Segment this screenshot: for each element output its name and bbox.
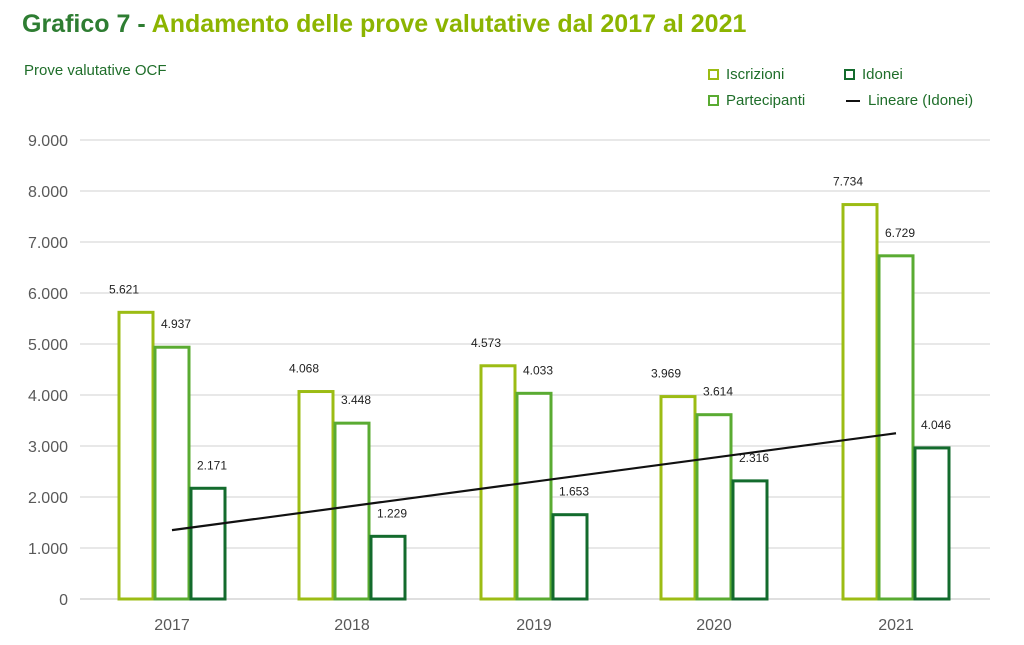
bar-partecipanti-2021	[877, 254, 915, 601]
legend-label-trendline: Lineare (Idonei)	[868, 92, 974, 109]
data-label-partecipanti-2019: 4.033	[523, 363, 553, 377]
y-tick-label: 8.000	[28, 184, 68, 201]
chart-title: Grafico 7 - Andamento delle prove valuta…	[22, 10, 746, 39]
bar-idonei-2020	[731, 479, 769, 601]
y-tick-label: 6.000	[28, 286, 68, 303]
legend-swatch-iscrizioni	[708, 69, 719, 80]
data-label-iscrizioni-2020: 3.969	[651, 367, 681, 381]
x-tick-label: 2019	[516, 617, 552, 634]
data-label-partecipanti-2020: 3.614	[703, 385, 733, 399]
bar-iscrizioni-2017	[117, 310, 155, 601]
y-tick-label: 0	[59, 592, 68, 609]
legend-label-iscrizioni: Iscrizioni	[726, 66, 785, 83]
bar-partecipanti-2020	[695, 413, 733, 601]
x-tick-label: 2021	[878, 617, 914, 634]
chart-legend: Iscrizioni Partecipanti Idonei Lineare (…	[708, 66, 1008, 114]
legend-item-partecipanti: Partecipanti	[708, 92, 805, 109]
x-tick-label: 2018	[334, 617, 370, 634]
bar-iscrizioni-2021	[841, 203, 879, 601]
data-label-partecipanti-2018: 3.448	[341, 393, 371, 407]
legend-swatch-idonei	[844, 69, 855, 80]
title-main: Andamento delle prove valutative dal 201…	[151, 10, 747, 38]
y-tick-label: 3.000	[28, 439, 68, 456]
bar-idonei-2017	[189, 486, 227, 601]
y-tick-label: 9.000	[28, 133, 68, 150]
data-label-partecipanti-2017: 4.937	[161, 317, 191, 331]
legend-item-idonei: Idonei	[844, 66, 903, 83]
data-label-idonei-2019: 1.653	[559, 485, 589, 499]
y-tick-label: 1.000	[28, 541, 68, 558]
bar-idonei-2018	[369, 534, 407, 601]
data-label-idonei-2017: 2.171	[197, 458, 227, 472]
x-tick-label: 2020	[696, 617, 732, 634]
data-label-iscrizioni-2019: 4.573	[471, 336, 501, 350]
bar-iscrizioni-2020	[659, 395, 697, 601]
data-label-idonei-2018: 1.229	[377, 506, 407, 520]
chart-subtitle: Prove valutative OCF	[24, 62, 167, 79]
legend-swatch-partecipanti	[708, 95, 719, 106]
legend-swatch-trendline	[846, 99, 860, 102]
y-tick-label: 5.000	[28, 337, 68, 354]
bar-partecipanti-2019	[515, 391, 553, 601]
y-tick-label: 4.000	[28, 388, 68, 405]
title-prefix: Grafico 7 -	[22, 10, 152, 38]
legend-item-iscrizioni: Iscrizioni	[708, 66, 784, 83]
y-tick-label: 2.000	[28, 490, 68, 507]
data-label-iscrizioni-2021: 7.734	[833, 175, 863, 189]
bar-partecipanti-2017	[153, 345, 191, 601]
bar-iscrizioni-2018	[297, 390, 335, 601]
legend-label-partecipanti: Partecipanti	[726, 92, 806, 109]
data-label-idonei-2021: 4.046	[921, 418, 951, 432]
x-tick-label: 2017	[154, 617, 190, 634]
legend-label-idonei: Idonei	[862, 66, 903, 83]
legend-item-trendline: Lineare (Idonei)	[846, 92, 973, 109]
bar-iscrizioni-2019	[479, 364, 517, 601]
data-label-iscrizioni-2017: 5.621	[109, 282, 139, 296]
y-tick-label: 7.000	[28, 235, 68, 252]
data-label-iscrizioni-2018: 4.068	[289, 362, 319, 376]
bar-idonei-2019	[551, 513, 589, 601]
data-label-idonei-2020: 2.316	[739, 451, 769, 465]
bar-idonei-2021	[913, 446, 951, 601]
trendline-idonei	[171, 432, 897, 532]
bar-partecipanti-2018	[333, 421, 371, 601]
data-label-partecipanti-2021: 6.729	[885, 226, 915, 240]
